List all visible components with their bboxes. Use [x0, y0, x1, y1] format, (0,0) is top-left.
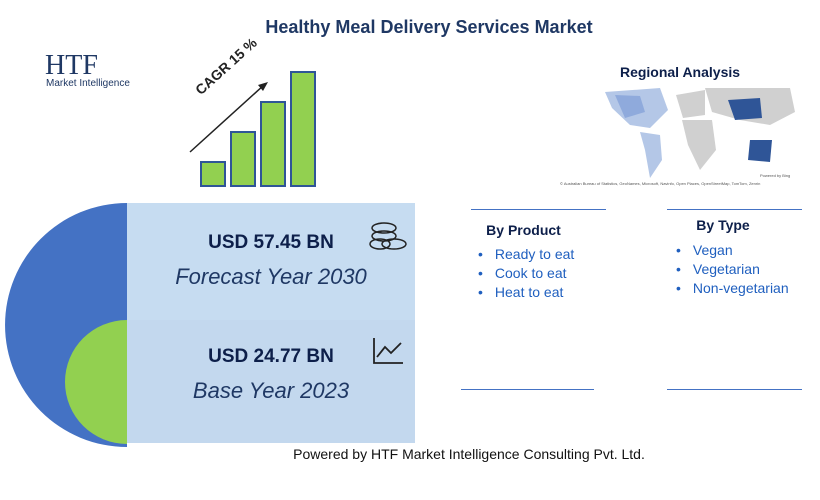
product-title: By Product [486, 222, 561, 238]
growth-arrow [189, 84, 265, 153]
footer: Powered by HTF Market Intelligence Consu… [293, 446, 645, 462]
logo-mark: HTF [45, 50, 98, 81]
rule [461, 389, 594, 390]
list-item: Non-vegetarian [676, 280, 789, 296]
list-item: Vegan [676, 242, 789, 258]
rule [471, 209, 606, 210]
list-item: Heat to eat [478, 284, 574, 300]
arrow-head [258, 82, 268, 91]
list-item: Vegetarian [676, 261, 789, 277]
forecast-label: Forecast Year 2030 [175, 264, 367, 289]
forecast-panel [127, 203, 415, 320]
base-value: USD 24.77 BN [208, 346, 334, 367]
growth-bars [200, 71, 316, 187]
rule [667, 209, 802, 210]
world-map [605, 88, 795, 178]
title: Healthy Meal Delivery Services Market [265, 17, 593, 37]
type-list: Vegan Vegetarian Non-vegetarian [676, 242, 789, 299]
base-label: Base Year 2023 [192, 378, 350, 403]
list-item: Cook to eat [478, 265, 574, 281]
green-half-circle [65, 320, 127, 444]
map-title: Regional Analysis [619, 64, 741, 80]
trend-icon [373, 338, 403, 364]
rule [667, 389, 802, 390]
type-title: By Type [696, 217, 750, 233]
product-list: Ready to eat Cook to eat Heat to eat [478, 246, 574, 303]
map-powered: Powered by Bing [760, 173, 791, 178]
map-credits: © Australian Bureau of Statistics, GeoNa… [560, 181, 761, 186]
list-item: Ready to eat [478, 246, 574, 262]
forecast-value: USD 57.45 BN [208, 232, 334, 253]
logo-text: Market Intelligence [46, 78, 130, 89]
coins-icon [369, 222, 407, 250]
base-panel [127, 320, 415, 443]
